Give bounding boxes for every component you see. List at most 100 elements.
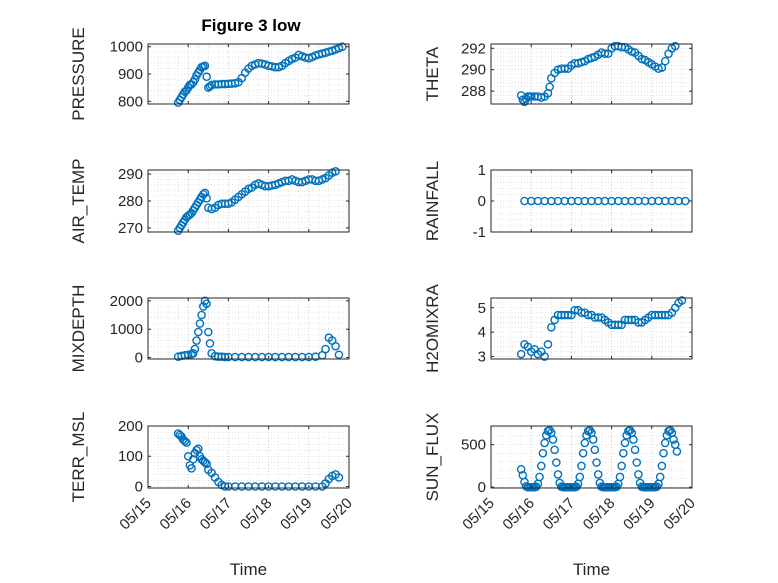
data-point — [588, 435, 598, 444]
data-point — [188, 349, 198, 358]
y-tick-label: 290 — [118, 166, 143, 183]
data-point — [575, 472, 585, 482]
data-point — [205, 339, 215, 348]
series-theta — [516, 41, 680, 107]
data-point — [619, 448, 628, 458]
data-point — [659, 448, 668, 458]
y-axis-label: MIXDEPTH — [69, 285, 88, 373]
data-point — [547, 322, 556, 332]
data-point — [193, 327, 203, 337]
data-point — [580, 438, 590, 448]
series-air_temp — [173, 167, 340, 235]
chart-panel-terr_msl: 0 100 200 05/15 05/16 05/17 05/18 05/19 05/20 Tim… — [69, 412, 356, 579]
chart-panel-rainfall: -1 0 1 RAINFALL — [423, 161, 693, 241]
chart-panel-mixdepth: 0 1000 2000 MIXDEPTH — [69, 285, 350, 373]
series-pressure — [173, 42, 347, 107]
y-tick-label: 500 — [461, 437, 486, 454]
chart-panel-pressure: 800 900 1000 PRESSURE — [69, 27, 350, 121]
data-point — [615, 472, 625, 482]
data-point — [617, 461, 626, 471]
data-point — [548, 435, 558, 444]
axes-box — [490, 425, 693, 489]
y-axis-label: H2OMIXRA — [423, 283, 442, 372]
data-point — [630, 445, 640, 455]
data-point — [180, 436, 190, 446]
data-point — [669, 435, 678, 444]
data-point — [552, 458, 561, 467]
data-point — [202, 459, 211, 469]
data-point — [516, 465, 526, 474]
data-point — [660, 438, 670, 448]
data-point — [578, 448, 588, 458]
x-tick-label: 05/20 — [317, 495, 356, 534]
y-axis-label: SUN_FLUX — [423, 413, 442, 502]
data-point — [321, 344, 330, 354]
data-point — [331, 167, 340, 176]
data-point — [193, 444, 203, 453]
data-point — [190, 344, 200, 354]
data-point — [516, 349, 526, 359]
data-point — [600, 49, 610, 58]
axes-box — [490, 43, 693, 105]
data-point — [203, 327, 213, 337]
data-point — [670, 41, 680, 51]
figure-title: Figure 3 low — [201, 16, 301, 35]
y-tick-label: 0 — [135, 350, 143, 367]
data-point — [202, 72, 211, 82]
series-terr_msl — [173, 429, 344, 491]
data-point — [331, 341, 340, 351]
y-tick-label: 1000 — [110, 321, 143, 338]
y-tick-label: 1 — [478, 162, 486, 179]
y-tick-label: 0 — [478, 479, 486, 496]
data-point — [205, 81, 215, 91]
data-point — [190, 75, 200, 84]
y-tick-label: 1000 — [110, 39, 143, 56]
y-tick-label: 4 — [478, 324, 486, 341]
y-tick-label: 900 — [118, 66, 143, 83]
data-point — [540, 352, 549, 361]
data-point — [590, 445, 600, 455]
y-tick-label: 5 — [478, 300, 486, 317]
data-point — [538, 448, 548, 458]
x-tick-label: 05/17 — [197, 495, 236, 534]
data-point — [200, 188, 210, 198]
x-tick-label: 05/16 — [156, 495, 195, 534]
x-tick-label: 05/18 — [237, 495, 276, 534]
data-point — [543, 340, 553, 349]
x-tick-label: 05/17 — [540, 495, 579, 534]
data-point — [182, 438, 191, 447]
chart-panel-theta: 288 290 292 THETA — [423, 40, 693, 107]
y-axis-label: THETA — [423, 46, 442, 101]
x-tick-label: 05/20 — [660, 495, 699, 534]
y-axis-label: RAINFALL — [423, 161, 442, 241]
y-tick-label: 0 — [478, 193, 486, 210]
y-tick-label: -1 — [473, 224, 486, 241]
y-tick-label: 270 — [118, 220, 143, 237]
y-tick-label: 0 — [135, 478, 143, 495]
axes-box — [490, 297, 693, 360]
data-point — [188, 454, 198, 464]
data-point — [550, 445, 559, 455]
axes-box — [147, 425, 350, 489]
data-point — [192, 336, 201, 345]
y-tick-label: 280 — [118, 193, 143, 210]
data-point — [553, 470, 563, 479]
x-tick-label: 05/19 — [277, 495, 316, 534]
data-point — [655, 472, 665, 482]
data-point — [202, 194, 211, 203]
data-point — [657, 461, 667, 471]
data-point — [200, 457, 210, 467]
grid-lines — [490, 43, 693, 105]
data-point — [187, 464, 196, 473]
y-tick-label: 2000 — [110, 293, 143, 310]
data-point — [535, 472, 544, 482]
data-point — [634, 470, 643, 479]
chart-panel-sun_flux: 0 500 05/15 05/16 05/17 05/18 05/19 05/20 Time SU… — [423, 413, 699, 579]
y-tick-label: 288 — [461, 83, 486, 100]
data-point — [560, 64, 570, 73]
data-point — [577, 461, 586, 471]
series-rainfall — [520, 196, 690, 206]
y-axis-label: PRESSURE — [69, 27, 88, 121]
data-point — [672, 447, 682, 456]
